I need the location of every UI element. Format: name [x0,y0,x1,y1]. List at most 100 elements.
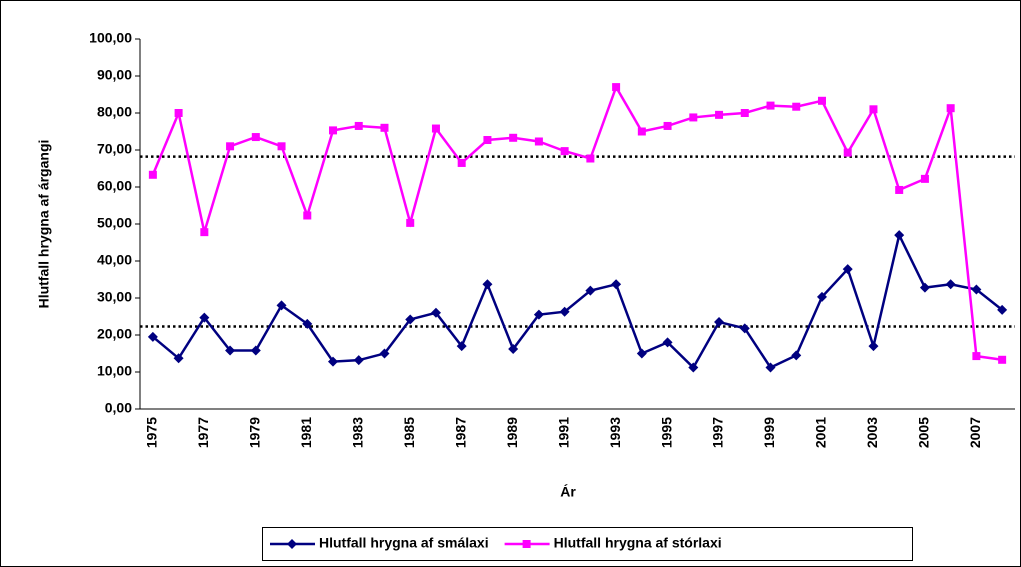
data-point [482,279,493,290]
x-tick-label: 1993 [607,417,623,448]
data-point [919,282,930,293]
x-tick-label: 1977 [195,417,211,448]
legend-box [262,527,913,561]
data-point [586,154,595,163]
x-tick-label: 1999 [761,417,777,448]
x-tick-label: 2003 [864,417,880,448]
data-point [405,314,416,325]
data-point [509,133,518,142]
y-tick-label: 40,00 [97,252,132,268]
data-point [302,318,313,329]
data-point [739,323,750,334]
x-tick-label: 2005 [916,417,932,448]
x-tick-label: 2001 [813,417,829,448]
y-tick-label: 70,00 [97,141,132,157]
data-point [406,218,415,227]
legend-label: Hlutfall hrygna af stórlaxi [554,535,722,551]
data-point [972,352,981,361]
x-tick-label: 1981 [298,417,314,448]
data-point [251,133,260,142]
data-point [200,228,209,237]
y-tick-label: 90,00 [97,67,132,83]
data-point [147,331,158,342]
data-point [380,123,389,132]
data-point [483,136,492,145]
data-point [869,105,878,114]
x-tick-label: 1997 [710,417,726,448]
data-point [431,124,440,133]
data-point [522,540,531,548]
data-point [508,344,519,355]
data-point [277,142,286,151]
data-point [353,355,364,366]
data-point [791,350,802,361]
data-point [945,279,956,290]
data-point [636,348,647,359]
data-point [560,147,569,156]
data-point [817,96,826,105]
data-point [329,126,338,135]
x-tick-label: 1991 [555,417,571,448]
series-line [152,231,1003,370]
data-point [920,174,929,183]
data-point [287,539,297,549]
data-point [199,312,210,323]
data-point [662,337,673,348]
data-point [998,355,1007,364]
x-tick-label: 1987 [452,417,468,448]
y-tick-label: 0,00 [105,400,132,416]
data-point [843,148,852,157]
y-axis-title: Hlutfall hrygna af árgangi [36,140,52,309]
data-point [457,158,466,167]
data-point [715,110,724,119]
data-point [354,121,363,130]
data-point [430,307,441,318]
data-point [842,264,853,275]
data-point [303,211,312,220]
data-point [328,356,339,367]
data-point [250,345,261,356]
y-tick-label: 100,00 [89,30,132,46]
y-tick-label: 60,00 [97,178,132,194]
data-point [559,306,570,317]
data-point [148,170,157,179]
data-point [612,83,621,92]
data-point [173,353,184,364]
y-tick-label: 80,00 [97,104,132,120]
data-point [456,341,467,352]
y-tick-label: 50,00 [97,215,132,231]
data-point [225,345,236,356]
data-point [663,121,672,130]
legend-label: Hlutfall hrygna af smálaxi [319,535,489,551]
data-point [534,137,543,146]
data-point [689,113,698,122]
x-tick-label: 1985 [401,417,417,448]
x-tick-label: 1979 [247,417,263,448]
data-point [637,127,646,136]
data-point [714,317,725,328]
data-point [585,285,596,296]
data-point [894,230,905,241]
data-point [174,109,183,117]
x-tick-label: 1983 [349,417,365,448]
y-tick-label: 30,00 [97,289,132,305]
x-axis-title: Ár [560,484,576,500]
data-point [997,304,1008,315]
x-tick-label: 1995 [658,417,674,448]
data-point [379,348,390,359]
data-point [226,142,235,151]
data-point [766,101,775,110]
data-point [688,362,699,373]
x-tick-label: 1975 [144,417,160,448]
series-line [151,84,1003,362]
data-point [276,300,287,311]
data-point [868,341,879,352]
y-tick-label: 20,00 [97,326,132,342]
data-point [946,104,955,113]
data-point [740,109,749,117]
x-tick-label: 2007 [967,417,983,448]
data-point [895,185,904,194]
y-tick-label: 10,00 [97,363,132,379]
data-point [971,284,982,295]
